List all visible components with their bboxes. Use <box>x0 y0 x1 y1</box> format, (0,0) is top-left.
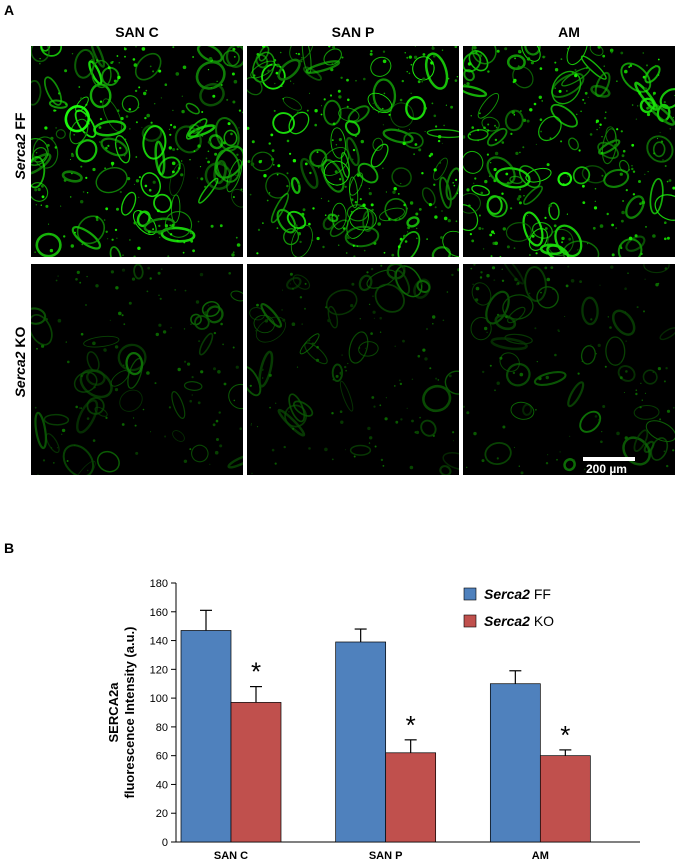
legend-swatch-ko <box>463 614 477 628</box>
y-axis-title: SERCA2a fluorescence Intensity (a.u.) <box>106 627 137 799</box>
y-axis-title-line1: SERCA2a <box>106 682 121 743</box>
bar-am-series-0 <box>489 683 541 843</box>
panel-a-letter: A <box>4 2 15 18</box>
x-category-label: SAN P <box>369 850 403 862</box>
micrograph-ko-san-c <box>31 264 243 475</box>
significance-star: * <box>560 720 570 750</box>
column-header-am: AM <box>558 24 580 40</box>
bar-san-c-series-1 <box>230 702 282 843</box>
y-axis-title-line2: fluorescence Intensity (a.u.) <box>122 627 137 799</box>
y-tick-label: 40 <box>156 779 168 791</box>
row-label-ff: Serca2 FF <box>12 83 28 209</box>
row-label-ko: Serca2 KO <box>12 299 28 425</box>
legend-label-ff-gene: Serca2 <box>484 586 530 602</box>
row-label-ff-gene: Serca2 <box>12 133 28 180</box>
row-label-ko-suffix: KO <box>12 326 28 352</box>
row-label-ff-suffix: FF <box>12 112 28 134</box>
micrograph-ff-am <box>463 46 675 257</box>
y-tick-label: 140 <box>150 636 168 648</box>
y-tick-label: 160 <box>150 607 168 619</box>
scale-bar-label: 200 µm <box>586 462 627 476</box>
row-label-ko-gene: Serca2 <box>12 351 28 398</box>
y-tick-label: 60 <box>156 751 168 763</box>
bar-am-series-1 <box>539 755 591 843</box>
y-tick-label: 120 <box>150 664 168 676</box>
bar-san-c-series-0 <box>180 630 232 843</box>
x-category-label: SAN C <box>214 850 248 862</box>
y-tick-label: 80 <box>156 722 168 734</box>
column-header-san-p: SAN P <box>331 24 375 40</box>
significance-star: * <box>406 710 416 740</box>
legend-label-ko-gene: Serca2 <box>484 613 530 629</box>
legend-swatch-ff <box>463 587 477 601</box>
bar-chart: SERCA2a fluorescence Intensity (a.u.) 0 2… <box>106 578 640 862</box>
legend: Serca2 FF Serca2 KO <box>463 586 554 629</box>
x-category-label: AM <box>532 850 549 862</box>
scale-bar <box>583 457 635 461</box>
legend-label-ko-suffix: KO <box>530 613 554 629</box>
y-tick-label: 100 <box>150 693 168 705</box>
panel-b-letter: B <box>4 540 15 556</box>
legend-label-ko: Serca2 KO <box>484 613 554 629</box>
micrograph-ko-san-p <box>247 264 459 475</box>
legend-label-ff-suffix: FF <box>530 586 551 602</box>
y-tick-label: 180 <box>150 578 168 590</box>
column-header-san-c: SAN C <box>115 24 159 40</box>
bar-san-p-series-0 <box>335 641 387 843</box>
y-tick-label: 20 <box>156 808 168 820</box>
plot-area: 0 20 40 60 80 100 120 140 160 180 * SAN C * SAN P * AM <box>150 578 640 862</box>
bar-san-p-series-1 <box>385 752 437 843</box>
y-tick-label: 0 <box>162 837 168 849</box>
micrograph-ff-san-c <box>31 46 243 257</box>
micrograph-ff-san-p <box>247 46 459 257</box>
significance-star: * <box>251 657 261 687</box>
legend-label-ff: Serca2 FF <box>484 586 551 602</box>
micrograph-ko-am <box>463 264 675 475</box>
